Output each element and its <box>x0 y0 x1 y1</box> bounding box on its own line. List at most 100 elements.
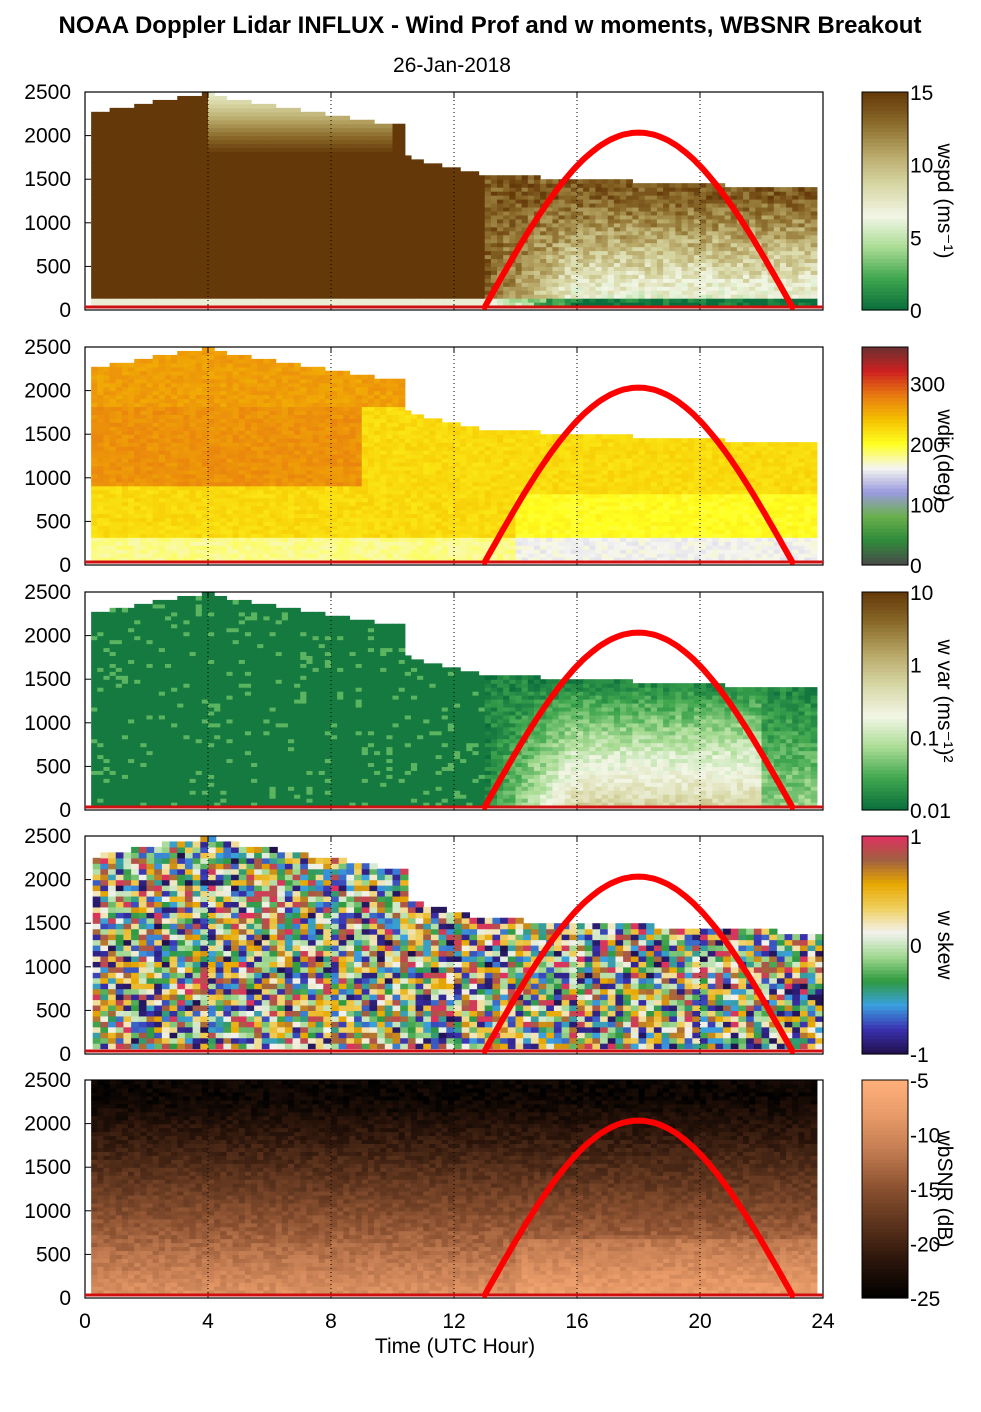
heatmap-cell <box>318 127 326 133</box>
heatmap-cell <box>300 151 307 157</box>
heatmap-cell <box>730 234 738 240</box>
heatmap-cell <box>626 187 633 192</box>
heatmap-cell <box>195 175 203 180</box>
heatmap-cell <box>158 167 166 172</box>
heatmap-cell <box>601 179 609 184</box>
heatmap-cell <box>183 258 191 264</box>
heatmap-cell <box>540 218 547 224</box>
heatmap-cell <box>478 298 486 303</box>
heatmap-cell <box>306 282 314 287</box>
heatmap-cell <box>552 226 560 232</box>
heatmap-cell <box>718 230 726 236</box>
heatmap-cell <box>195 199 203 204</box>
heatmap-cell <box>367 210 375 216</box>
heatmap-cell <box>337 258 344 264</box>
heatmap-cell <box>103 270 111 275</box>
heatmap-cell <box>792 294 799 299</box>
heatmap-cell <box>232 147 240 153</box>
heatmap-cell <box>503 246 510 252</box>
heatmap-cell <box>675 210 683 216</box>
heatmap-cell <box>103 477 111 483</box>
heatmap-cell <box>374 230 381 236</box>
heatmap-cell <box>115 202 123 208</box>
heatmap-cell <box>103 163 111 168</box>
heatmap-cell <box>595 238 603 244</box>
heatmap-cell <box>214 262 221 267</box>
heatmap-cell <box>361 139 369 145</box>
heatmap-cell <box>263 115 271 121</box>
heatmap-cell <box>121 214 129 220</box>
heatmap-cell <box>318 202 326 208</box>
heatmap-cell <box>730 246 738 252</box>
heatmap-cell <box>232 206 240 212</box>
heatmap-cell <box>201 195 209 200</box>
heatmap-cell <box>226 155 234 160</box>
heatmap-cell <box>447 179 455 184</box>
heatmap-cell <box>195 238 203 244</box>
heatmap-cell <box>337 210 344 216</box>
heatmap-cell <box>97 171 105 176</box>
heatmap-cell <box>810 302 818 307</box>
heatmap-cell <box>263 179 271 184</box>
heatmap-cell <box>97 537 105 542</box>
heatmap-cell <box>171 147 178 153</box>
heatmap-cell <box>392 202 400 208</box>
heatmap-cell <box>251 127 258 133</box>
heatmap-cell <box>693 214 701 220</box>
heatmap-cell <box>158 202 166 208</box>
heatmap-cell <box>238 270 246 275</box>
heatmap-cell <box>429 238 437 244</box>
heatmap-cell <box>275 135 283 141</box>
heatmap-cell <box>650 222 658 228</box>
heatmap-cell <box>404 254 412 260</box>
heatmap-cell <box>189 123 197 129</box>
heatmap-cell <box>146 214 154 220</box>
heatmap-cell <box>300 206 307 212</box>
heatmap-cell <box>257 214 264 220</box>
heatmap-cell <box>361 262 369 267</box>
heatmap-cell <box>263 191 271 196</box>
heatmap-cell <box>527 230 535 236</box>
heatmap-cell <box>410 298 418 303</box>
heatmap-cell <box>152 230 160 236</box>
heatmap-cell <box>650 258 658 264</box>
heatmap-cell <box>195 242 203 248</box>
heatmap-cell <box>349 258 357 264</box>
heatmap-cell <box>626 206 633 212</box>
heatmap-cell <box>201 171 209 176</box>
heatmap-cell <box>570 282 578 287</box>
heatmap-cell <box>214 143 221 149</box>
heatmap-cell <box>318 123 326 129</box>
heatmap-cell <box>761 290 769 295</box>
heatmap-cell <box>109 222 117 228</box>
heatmap-cell <box>318 302 326 307</box>
heatmap-cell <box>244 298 252 303</box>
heatmap-cell <box>417 179 424 184</box>
heatmap-cell <box>656 246 664 252</box>
heatmap-cell <box>195 111 203 117</box>
heatmap-cell <box>595 250 603 256</box>
heatmap-cell <box>792 234 799 240</box>
heatmap-cell <box>164 195 172 200</box>
heatmap-cell <box>238 266 246 271</box>
heatmap-cell <box>128 195 135 200</box>
heatmap-cell <box>490 254 498 260</box>
heatmap-cell <box>632 202 640 208</box>
heatmap-cell <box>497 262 504 267</box>
heatmap-cell <box>251 139 258 145</box>
heatmap-cell <box>171 167 178 172</box>
chart-date: 26-Jan-2018 <box>393 54 511 77</box>
heatmap-cell <box>361 147 369 153</box>
heatmap-cell <box>232 195 240 200</box>
heatmap-cell <box>638 222 646 228</box>
heatmap-cell <box>435 274 443 279</box>
heatmap-cell <box>91 509 98 515</box>
heatmap-cell <box>349 250 357 256</box>
heatmap-cell <box>392 282 400 287</box>
heatmap-cell <box>355 147 363 153</box>
heatmap-cell <box>589 254 597 260</box>
heatmap-cell <box>626 222 633 228</box>
heatmap-cell <box>423 246 430 252</box>
heatmap-cell <box>503 191 510 196</box>
heatmap-cell <box>546 258 553 264</box>
